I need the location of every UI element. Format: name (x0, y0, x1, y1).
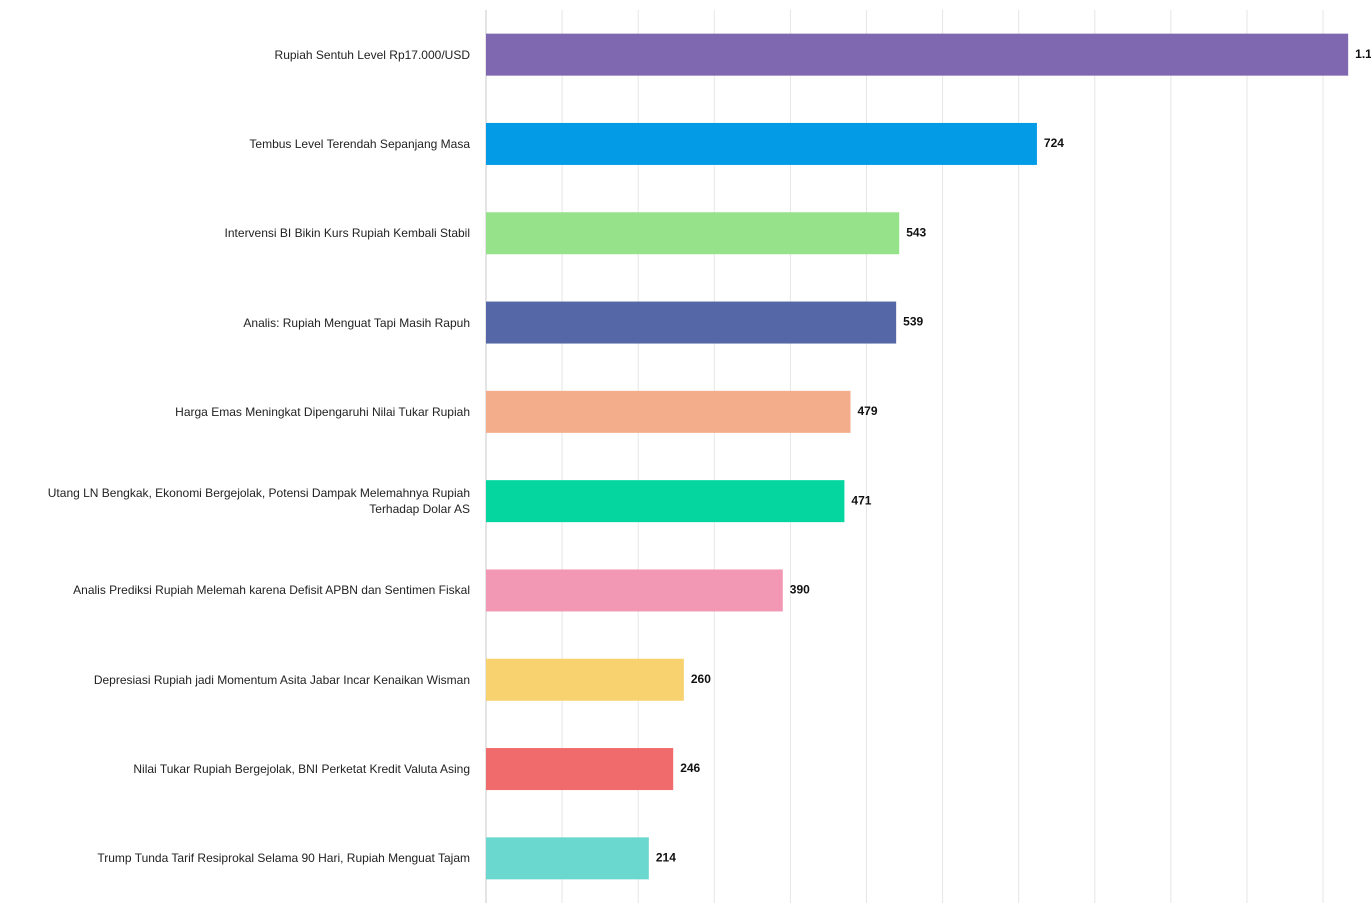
category-label: Analis: Rupiah Menguat Tapi Masih Rapuh (243, 315, 470, 330)
category-label: Rupiah Sentuh Level Rp17.000/USD (274, 47, 470, 62)
bar (486, 390, 851, 433)
value-label: 539 (903, 315, 923, 329)
bar (486, 658, 684, 701)
category-label: Analis Prediksi Rupiah Melemah karena De… (73, 583, 470, 598)
bar (486, 212, 900, 255)
bar (486, 301, 897, 344)
category-label: Harga Emas Meningkat Dipengaruhi Nilai T… (175, 404, 470, 419)
category-label: Trump Tunda Tarif Resiprokal Selama 90 H… (97, 851, 470, 866)
value-label: 1.1 (1355, 47, 1371, 61)
value-label: 246 (680, 761, 700, 775)
value-label: 543 (906, 225, 926, 239)
value-label: 214 (656, 851, 676, 865)
bar (486, 748, 674, 791)
value-label: 724 (1044, 136, 1064, 150)
category-label: Intervensi BI Bikin Kurs Rupiah Kembali … (224, 226, 470, 241)
value-label: 471 (851, 493, 871, 507)
bar (486, 837, 649, 880)
bar (486, 569, 783, 612)
bar (486, 33, 1349, 76)
category-label: Nilai Tukar Rupiah Bergejolak, BNI Perke… (133, 762, 470, 777)
value-label: 479 (858, 404, 878, 418)
category-label: Tembus Level Terendah Sepanjang Masa (249, 136, 470, 151)
category-label: Utang LN Bengkak, Ekonomi Bergejolak, Po… (47, 486, 470, 517)
value-label: 390 (790, 583, 810, 597)
bar (486, 122, 1037, 165)
bar (486, 480, 845, 523)
category-label: Depresiasi Rupiah jadi Momentum Asita Ja… (93, 672, 470, 687)
value-label: 260 (691, 672, 711, 686)
